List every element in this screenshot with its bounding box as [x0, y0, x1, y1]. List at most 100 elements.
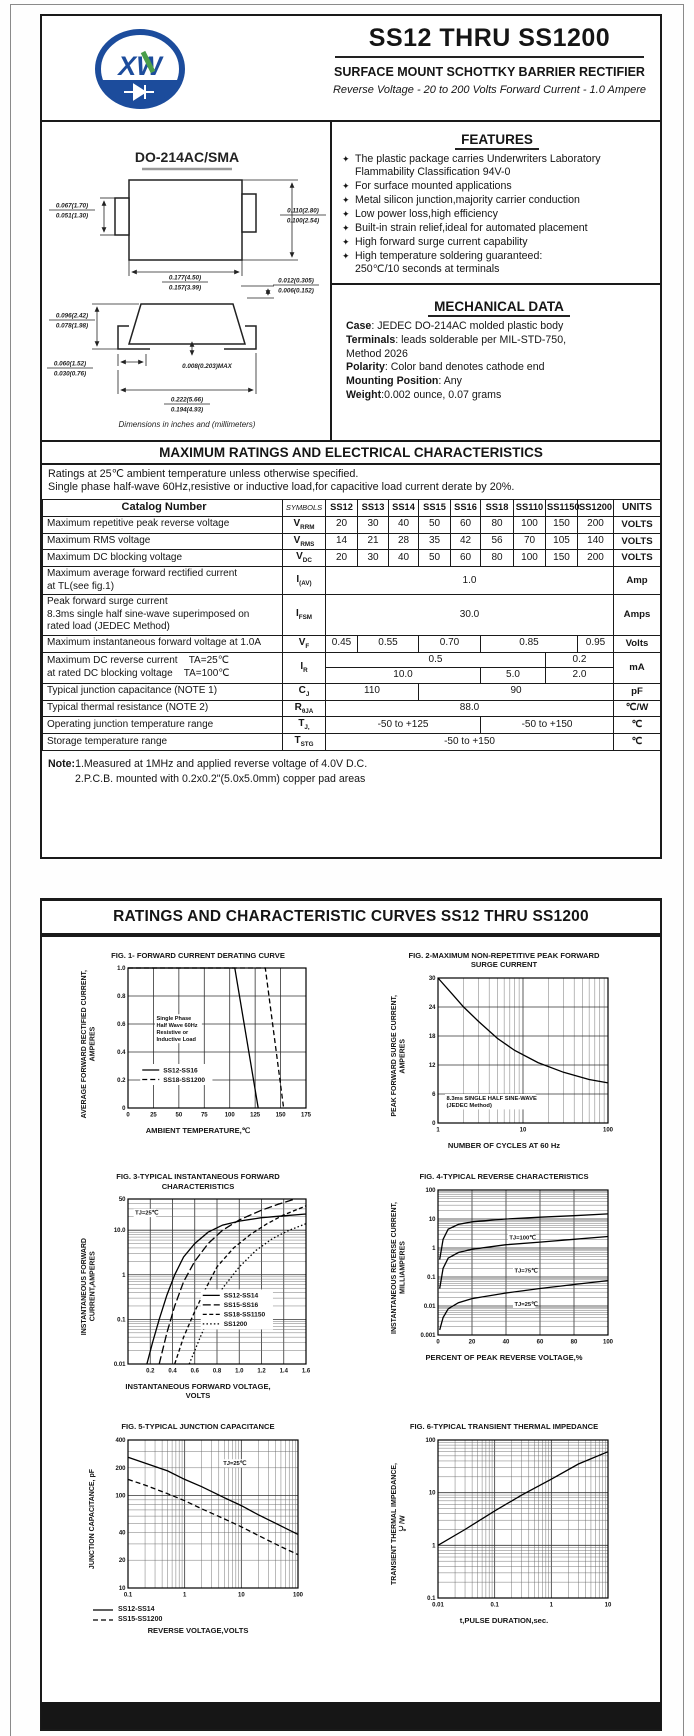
ratings-intro-line1: Ratings at 25℃ ambient temperature unles… [48, 468, 359, 480]
table-cell: 0.70 [418, 634, 481, 653]
svg-text:50: 50 [176, 1113, 183, 1119]
table-row: Maximum DC blocking voltage VDC 20 30 40 50 60… [42, 549, 661, 568]
table-cell: TJ, [282, 716, 326, 735]
svg-text:0.1: 0.1 [118, 1317, 127, 1323]
svg-text:20: 20 [469, 1339, 476, 1345]
table-cell: IR [282, 651, 326, 684]
table-header-cell: SS1200 [577, 498, 614, 517]
figure-y-axis-label: PEAK FORWARD SURGE CURRENT, AMPERES [390, 995, 406, 1117]
svg-text:50: 50 [119, 1197, 126, 1203]
table-cell: VF [282, 634, 326, 653]
ratings-intro-line2: Single phase half-wave 60Hz,resistive or… [48, 481, 515, 494]
table-cell: 0.85 [480, 634, 578, 653]
package-name: DO-214AC/SMA [135, 149, 239, 165]
table-cell: TSTG [282, 733, 326, 752]
feature-item: ✦ High forward surge current capability [342, 236, 652, 249]
top-section-box: XW SS12 THRU SS1200 SURFACE MOUNT SCHOTT… [40, 14, 662, 859]
feature-item: ✦ High temperature soldering guaranteed: … [342, 250, 652, 276]
table-cell: Typical junction capacitance (NOTE 1) [42, 682, 283, 701]
diode-symbol-icon [124, 83, 154, 101]
svg-text:80: 80 [571, 1339, 578, 1345]
svg-text:200: 200 [116, 1466, 127, 1472]
svg-text:1: 1 [550, 1602, 554, 1608]
svg-text:10: 10 [520, 1127, 527, 1133]
table-cell: 80 [480, 549, 514, 568]
figure-fig4: FIG. 4-TYPICAL REVERSE CHARACTERISTICS IN… [352, 1172, 656, 1400]
svg-text:Single Phase: Single Phase [157, 1016, 192, 1022]
figure-x-axis-label: PERCENT OF PEAK REVERSE VOLTAGE,% [425, 1352, 583, 1362]
dimension-label: 0.096(2.42) 0.078(1.98) [49, 313, 95, 330]
svg-text:40: 40 [503, 1339, 510, 1345]
table-cell: 14 [325, 532, 358, 551]
table-cell: Volts [613, 634, 661, 653]
series-SS15-SS16 [158, 1198, 296, 1365]
svg-text:SS18-SS1200: SS18-SS1200 [164, 1077, 206, 1084]
figure-y-axis-label: TRANSIENT THERMAL IMPEDANCE, ℃/W [390, 1463, 406, 1586]
table-cell: 28 [388, 532, 419, 551]
svg-text:10: 10 [429, 1490, 436, 1496]
figure-fig3: FIG. 3-TYPICAL INSTANTANEOUS FORWARD CHA… [46, 1172, 350, 1400]
svg-text:100: 100 [426, 1188, 437, 1194]
figure-body: AVERAGE FORWARD RECTIFIED CURRENT, AMPER… [81, 962, 316, 1125]
svg-text:0.1: 0.1 [124, 1592, 133, 1598]
feature-item: ✦ Low power loss,high efficiency [342, 208, 652, 221]
svg-text:25: 25 [150, 1113, 157, 1119]
svg-text:0.012(0.305): 0.012(0.305) [278, 278, 314, 285]
feature-text: Metal silicon junction,majority carrier … [355, 193, 580, 206]
feature-bullet-icon: ✦ [342, 222, 350, 233]
figure-x-axis-label: INSTANTANEOUS FORWARD VOLTAGE, VOLTS [125, 1382, 271, 1401]
svg-text:0.110(2.80): 0.110(2.80) [287, 208, 319, 215]
svg-text:0.100(2.54): 0.100(2.54) [287, 218, 319, 225]
table-cell: Peak forward surge current 8.3ms single … [42, 594, 283, 636]
figure-x-axis-label: AMBIENT TEMPERATURE,℃ [145, 1126, 251, 1136]
svg-text:TJ=100℃: TJ=100℃ [510, 1234, 537, 1241]
dimension-label: 0.110(2.80) 0.100(2.54) [280, 208, 326, 225]
notes: Note:1.Measured at 1MHz and applied reve… [42, 751, 660, 788]
svg-text:6: 6 [433, 1092, 437, 1098]
svg-text:0.6: 0.6 [191, 1369, 200, 1375]
figure-body: JUNCTION CAPACITANCE, pF 0.1 1 10 100 400 200 1… [89, 1434, 307, 1605]
svg-text:0.078(1.98): 0.078(1.98) [56, 323, 88, 330]
table-cell: ℃/W [613, 699, 661, 718]
table-cell: VOLTS [613, 549, 661, 568]
svg-text:10: 10 [605, 1602, 612, 1608]
features-section: FEATURES ✦ The plastic package carries Un… [332, 122, 660, 285]
svg-text:400: 400 [116, 1438, 127, 1444]
svg-text:1.0: 1.0 [235, 1369, 244, 1375]
table-header-cell: SS1150 [545, 498, 580, 517]
table-cell: VOLTS [613, 532, 661, 551]
table-cell: 0.55 [357, 634, 419, 653]
feature-bullet-icon: ✦ [342, 208, 350, 219]
svg-text:12: 12 [429, 1063, 436, 1069]
svg-text:1: 1 [437, 1127, 441, 1133]
mechanical-item-label: Mounting Position [346, 375, 439, 388]
svg-text:TJ=25℃: TJ=25℃ [515, 1301, 539, 1308]
table-cell: 0.2 [545, 651, 614, 669]
table-cell: Maximum RMS voltage [42, 532, 283, 551]
table-row: Typical thermal resistance (NOTE 2) RθJA 8… [42, 699, 661, 718]
svg-text:0.157(3.99): 0.157(3.99) [169, 285, 201, 292]
figure-title: FIG. 4-TYPICAL REVERSE CHARACTERISTICS [419, 1172, 589, 1182]
table-cell: 2.0 [545, 667, 614, 684]
mechanical-item-label: Terminals [346, 333, 396, 346]
svg-text:150: 150 [276, 1113, 287, 1119]
figure-x-axis-label: REVERSE VOLTAGE,VOLTS [147, 1625, 249, 1635]
mechanical-item: Terminals: leads solderable per MIL-STD-… [346, 334, 652, 362]
plot-legend: SS12-SS14 SS15-SS16 SS18-SS1150 SS1200 [203, 1293, 266, 1328]
feature-item: ✦ For surface mounted applications [342, 180, 652, 193]
figure-body: INSTANTANEOUS REVERSE CURRENT, MILLIAMPE… [391, 1184, 618, 1352]
svg-text:10.0: 10.0 [114, 1228, 126, 1234]
svg-text:20: 20 [119, 1558, 126, 1564]
svg-text:0.222(5.66): 0.222(5.66) [171, 397, 203, 404]
svg-text:1.0: 1.0 [118, 966, 127, 972]
mechanical-item: Mounting Position: Any [346, 375, 652, 389]
table-cell: 150 [545, 515, 578, 534]
mechanical-item: Case: JEDEC DO-214AC molded plastic body [346, 320, 652, 334]
svg-text:0.060(1.52): 0.060(1.52) [54, 361, 86, 368]
curves-section-box: RATINGS AND CHARACTERISTIC CURVES SS12 T… [40, 898, 662, 1731]
figure-title: FIG. 3-TYPICAL INSTANTANEOUS FORWARD CHA… [116, 1172, 280, 1191]
mechanical-item: Polarity: Color band denotes cathode end [346, 361, 652, 375]
svg-text:24: 24 [429, 1005, 436, 1011]
